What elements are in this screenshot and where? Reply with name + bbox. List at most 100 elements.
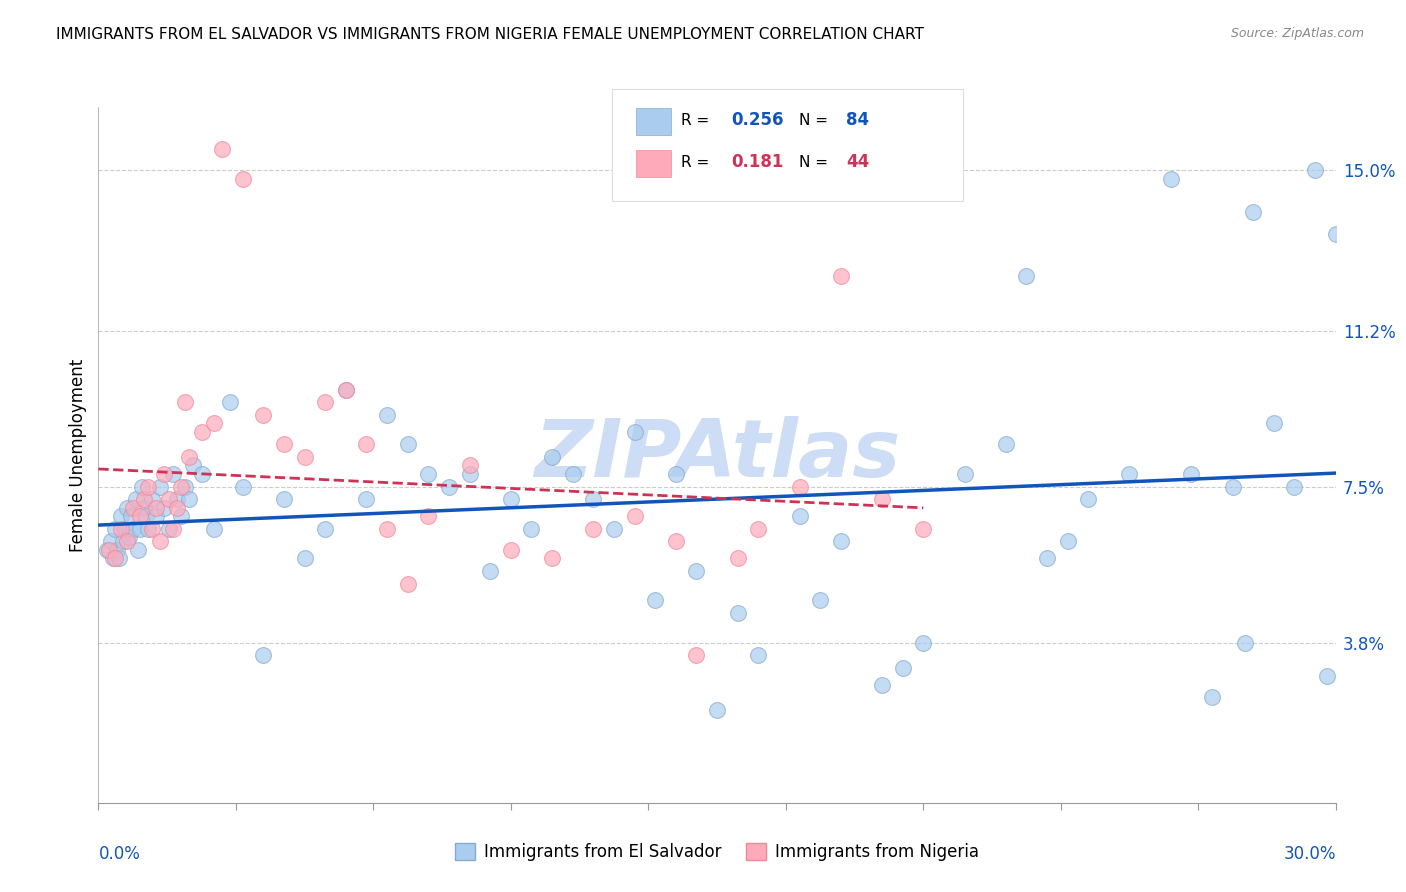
- Text: R =: R =: [681, 155, 718, 169]
- Point: [122, 500, 145, 515]
- Text: N =: N =: [799, 155, 832, 169]
- Point: [97, 542, 120, 557]
- Point: [174, 479, 197, 493]
- Legend: Immigrants from El Salvador, Immigrants from Nigeria: Immigrants from El Salvador, Immigrants …: [449, 836, 986, 868]
- Point: [174, 395, 197, 409]
- Point: [179, 450, 201, 464]
- Point: [396, 576, 419, 591]
- Point: [870, 678, 893, 692]
- Point: [644, 593, 666, 607]
- Point: [294, 551, 316, 566]
- Point: [789, 509, 811, 524]
- Point: [1077, 492, 1099, 507]
- Point: [582, 492, 605, 507]
- Point: [96, 542, 118, 557]
- Point: [104, 551, 127, 566]
- Point: [1284, 479, 1306, 493]
- Point: [1263, 417, 1285, 431]
- Point: [211, 142, 233, 156]
- Point: [131, 479, 153, 493]
- Point: [128, 509, 150, 524]
- Point: [145, 509, 167, 524]
- Point: [100, 534, 122, 549]
- Point: [356, 492, 378, 507]
- Point: [314, 522, 336, 536]
- Text: ZIPAtlas: ZIPAtlas: [534, 416, 900, 494]
- Point: [273, 437, 295, 451]
- Point: [1222, 479, 1244, 493]
- Text: N =: N =: [799, 113, 832, 128]
- Point: [273, 492, 295, 507]
- Point: [120, 509, 142, 524]
- Point: [808, 593, 831, 607]
- Point: [112, 534, 135, 549]
- Point: [953, 467, 976, 481]
- Point: [747, 648, 769, 663]
- Point: [181, 458, 204, 473]
- Point: [830, 534, 852, 549]
- Point: [179, 492, 201, 507]
- Text: 30.0%: 30.0%: [1284, 845, 1336, 863]
- Point: [912, 522, 935, 536]
- Point: [252, 408, 274, 422]
- Point: [499, 542, 522, 557]
- Point: [479, 564, 502, 578]
- Point: [870, 492, 893, 507]
- Text: 44: 44: [846, 153, 870, 171]
- Point: [727, 551, 749, 566]
- Point: [105, 542, 128, 557]
- Point: [124, 492, 146, 507]
- Point: [190, 467, 212, 481]
- Point: [110, 509, 132, 524]
- Point: [104, 522, 127, 536]
- Point: [149, 479, 172, 493]
- Point: [1303, 163, 1326, 178]
- Point: [314, 395, 336, 409]
- Point: [1056, 534, 1078, 549]
- Point: [135, 509, 157, 524]
- Point: [727, 606, 749, 620]
- Point: [665, 534, 688, 549]
- Point: [190, 425, 212, 439]
- Text: 0.181: 0.181: [731, 153, 783, 171]
- Point: [232, 479, 254, 493]
- Point: [166, 500, 188, 515]
- Point: [141, 522, 163, 536]
- Point: [294, 450, 316, 464]
- Point: [162, 467, 184, 481]
- Point: [114, 522, 136, 536]
- Point: [1201, 690, 1223, 705]
- Point: [136, 479, 159, 493]
- Point: [520, 522, 543, 536]
- Point: [335, 383, 357, 397]
- Point: [166, 492, 188, 507]
- Point: [128, 522, 150, 536]
- Point: [252, 648, 274, 663]
- Point: [149, 534, 172, 549]
- Point: [396, 437, 419, 451]
- Point: [437, 479, 460, 493]
- Point: [335, 383, 357, 397]
- Point: [1118, 467, 1140, 481]
- Point: [541, 551, 564, 566]
- Point: [110, 522, 132, 536]
- Point: [685, 648, 707, 663]
- Text: IMMIGRANTS FROM EL SALVADOR VS IMMIGRANTS FROM NIGERIA FEMALE UNEMPLOYMENT CORRE: IMMIGRANTS FROM EL SALVADOR VS IMMIGRANT…: [56, 27, 924, 42]
- Point: [157, 492, 180, 507]
- Point: [162, 522, 184, 536]
- Point: [132, 492, 155, 507]
- Point: [122, 522, 145, 536]
- Point: [127, 542, 149, 557]
- Text: 0.256: 0.256: [731, 112, 783, 129]
- Point: [170, 479, 193, 493]
- Text: Source: ZipAtlas.com: Source: ZipAtlas.com: [1230, 27, 1364, 40]
- Point: [356, 437, 378, 451]
- Point: [141, 492, 163, 507]
- Text: 0.0%: 0.0%: [98, 845, 141, 863]
- Point: [561, 467, 583, 481]
- Point: [232, 171, 254, 186]
- Point: [623, 509, 645, 524]
- Point: [891, 661, 914, 675]
- Point: [665, 467, 688, 481]
- Point: [219, 395, 242, 409]
